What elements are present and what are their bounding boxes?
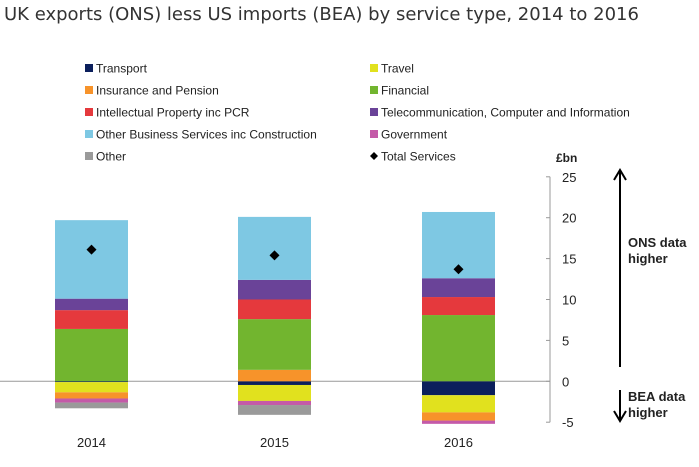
bar-segment-transport: [238, 381, 311, 385]
legend-diamond-marker: [370, 152, 378, 160]
bar-segment-telecommunication-computer-and-information: [238, 279, 311, 300]
legend-label: Total Services: [381, 150, 456, 164]
y-tick-label: 5: [562, 333, 569, 348]
bar-segment-insurance-and-pension: [422, 412, 495, 421]
legend-label: Financial: [381, 84, 429, 98]
legend-swatch: [85, 108, 93, 116]
chart-title: UK exports (ONS) less US imports (BEA) b…: [4, 4, 639, 25]
total-services-marker: [269, 250, 280, 261]
bar-segment-other-business-services-inc-construction: [55, 220, 128, 299]
bar-segment-other-business-services-inc-construction: [238, 216, 311, 280]
annotation-ons-line1: ONS data: [628, 235, 687, 250]
bar-segment-travel: [422, 395, 495, 413]
bar-segment-transport: [55, 381, 128, 383]
legend-swatch: [370, 64, 378, 72]
legend-label: Travel: [381, 62, 414, 76]
legend-swatch: [85, 130, 93, 138]
y-axis-unit: £bn: [556, 151, 577, 165]
bar-segment-financial: [422, 315, 495, 382]
down-arrowhead: [613, 410, 627, 423]
x-tick-label: 2016: [444, 435, 473, 450]
legend-swatch: [85, 86, 93, 94]
x-tick-label: 2015: [260, 435, 289, 450]
bar-segment-insurance-and-pension: [55, 392, 128, 399]
bar-segment-government: [55, 398, 128, 403]
y-tick-label: 20: [562, 211, 576, 226]
bar-segment-travel: [55, 382, 128, 393]
legend-label: Transport: [96, 62, 148, 76]
total-services-marker: [453, 264, 464, 275]
bar-segment-other: [238, 405, 311, 415]
legend-label: Intellectual Property inc PCR: [96, 106, 250, 120]
bar-segment-transport: [422, 381, 495, 396]
up-arrowhead: [613, 168, 627, 181]
bar-segment-telecommunication-computer-and-information: [55, 298, 128, 311]
legend-swatch: [85, 152, 93, 160]
legend-swatch: [370, 130, 378, 138]
bar-segment-government: [238, 400, 311, 406]
y-tick-label: 10: [562, 293, 576, 308]
bar-segment-government: [422, 420, 495, 424]
legend-swatch: [370, 86, 378, 94]
bar-segment-intellectual-property-inc-pcr: [55, 310, 128, 329]
legend-swatch: [85, 64, 93, 72]
legend-label: Government: [381, 128, 448, 142]
bar-segment-financial: [55, 328, 128, 382]
annotation-bea-line2: higher: [628, 405, 668, 420]
annotation-ons-line2: higher: [628, 251, 668, 266]
legend-swatch: [370, 108, 378, 116]
y-tick-label: 0: [562, 374, 569, 389]
y-tick-label: 25: [562, 170, 576, 185]
bar-segment-other: [55, 402, 128, 409]
total-services-marker: [86, 244, 97, 255]
legend-label: Insurance and Pension: [96, 84, 219, 98]
bar-segment-financial: [238, 319, 311, 370]
annotation-bea-line1: BEA data: [628, 389, 686, 404]
bar-segment-telecommunication-computer-and-information: [422, 278, 495, 298]
x-tick-label: 2014: [77, 435, 106, 450]
bar-segment-travel: [238, 384, 311, 401]
bar-segment-intellectual-property-inc-pcr: [422, 297, 495, 316]
legend-label: Other Business Services inc Construction: [96, 128, 317, 142]
bar-segment-insurance-and-pension: [238, 369, 311, 382]
y-tick-label: -5: [562, 415, 574, 430]
legend-label: Other: [96, 150, 126, 164]
y-tick-label: 15: [562, 252, 576, 267]
legend-label: Telecommunication, Computer and Informat…: [381, 106, 630, 120]
bar-segment-intellectual-property-inc-pcr: [238, 299, 311, 320]
